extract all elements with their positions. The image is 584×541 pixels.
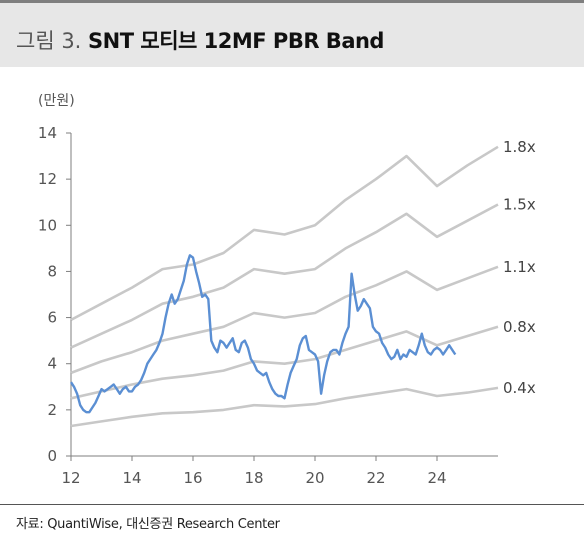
x-tick-label-14: 14 <box>122 469 141 487</box>
y-tick-label-14: 14 <box>38 124 57 142</box>
x-tick-label-16: 16 <box>183 469 202 487</box>
figure-name: SNT 모티브 12MF PBR Band <box>88 29 384 53</box>
band-line-0.8x <box>70 325 499 400</box>
y-unit-label: (만원) <box>38 93 75 109</box>
y-tick-label-12: 12 <box>38 170 57 188</box>
y-tick-label-6: 6 <box>47 309 57 327</box>
top-rule <box>0 0 584 3</box>
figure-number: 그림 3. <box>16 29 82 53</box>
x-tick-label-12: 12 <box>61 469 80 487</box>
source-note: 자료: QuantiWise, 대신증권 Research Center <box>16 517 280 532</box>
title-bar <box>0 3 584 67</box>
band-line-1.1x <box>70 265 499 375</box>
band-label-1.8x: 1.8x <box>503 138 536 156</box>
x-tick-label-22: 22 <box>366 469 385 487</box>
source-divider <box>0 504 584 505</box>
x-tick-label-20: 20 <box>305 469 324 487</box>
figure-title: 그림 3. SNT 모티브 12MF PBR Band <box>16 25 384 55</box>
band-label-0.8x: 0.8x <box>503 318 536 336</box>
x-tick-label-24: 24 <box>427 469 446 487</box>
band-label-1.1x: 1.1x <box>503 258 536 276</box>
band-line-0.4x <box>70 386 499 428</box>
band-label-1.5x: 1.5x <box>503 196 536 214</box>
y-tick-label-4: 4 <box>47 355 57 373</box>
y-tick-label-0: 0 <box>47 447 57 465</box>
y-tick-label-2: 2 <box>47 401 57 419</box>
y-tick-label-8: 8 <box>47 262 57 280</box>
band-line-1.8x <box>70 145 499 322</box>
x-tick-label-18: 18 <box>244 469 263 487</box>
price-line <box>69 254 457 414</box>
band-line-1.5x <box>70 203 499 349</box>
y-tick-label-10: 10 <box>38 216 57 234</box>
band-label-0.4x: 0.4x <box>503 379 536 397</box>
